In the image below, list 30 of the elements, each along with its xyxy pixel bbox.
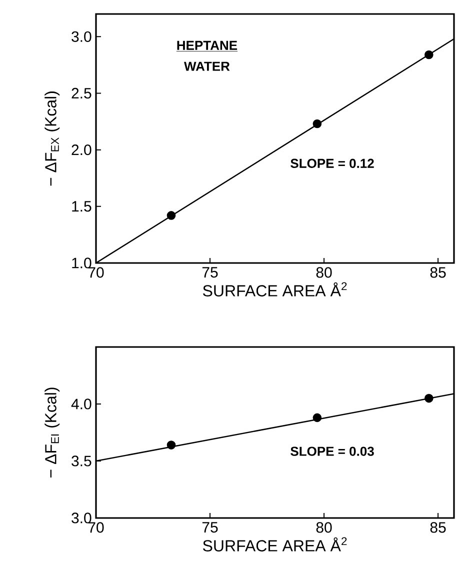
y-tick-label: 3.0 bbox=[72, 512, 92, 524]
y-tick-label: 3.0 bbox=[72, 31, 92, 42]
y-tick-label: 1.0 bbox=[72, 258, 92, 268]
y-axis-title: − ΔF$_{EX}$ (Kcal) bbox=[44, 92, 60, 186]
point bbox=[166, 211, 176, 220]
x-tick-label: 70 bbox=[88, 267, 104, 278]
point bbox=[424, 50, 434, 60]
x-tick-label: 80 bbox=[316, 267, 332, 278]
point bbox=[312, 119, 322, 128]
y-axis-title: − ΔF$_{EI}$ (Kcal) bbox=[44, 388, 60, 478]
x-tick-label: 75 bbox=[202, 522, 218, 533]
x-tick-label: 70 bbox=[88, 522, 104, 533]
annotation: SLOPE = 0.03 bbox=[290, 446, 374, 456]
x-tick-label: 75 bbox=[202, 267, 218, 278]
y-tick-label: 2.5 bbox=[72, 88, 92, 99]
annotation: HEPTANE bbox=[177, 40, 238, 50]
annotation: WATER bbox=[184, 62, 230, 71]
x-tick-label: 85 bbox=[430, 267, 446, 278]
point bbox=[166, 440, 176, 450]
y-tick-label: 2.0 bbox=[72, 144, 92, 156]
annotation: SLOPE = 0.12 bbox=[290, 158, 374, 168]
x-tick-label: 85 bbox=[430, 522, 446, 533]
point bbox=[312, 413, 322, 422]
x-tick-label: 80 bbox=[316, 522, 332, 533]
x-axis-title: SURFACE AREA Å$^{2}$ bbox=[203, 537, 347, 552]
y-tick-label: 4.0 bbox=[71, 398, 92, 410]
y-tick-label: 1.5 bbox=[72, 201, 92, 212]
x-axis-title: SURFACE AREA Å$^{2}$ bbox=[203, 282, 347, 296]
point bbox=[424, 394, 434, 403]
y-tick-label: 3.5 bbox=[72, 456, 92, 466]
